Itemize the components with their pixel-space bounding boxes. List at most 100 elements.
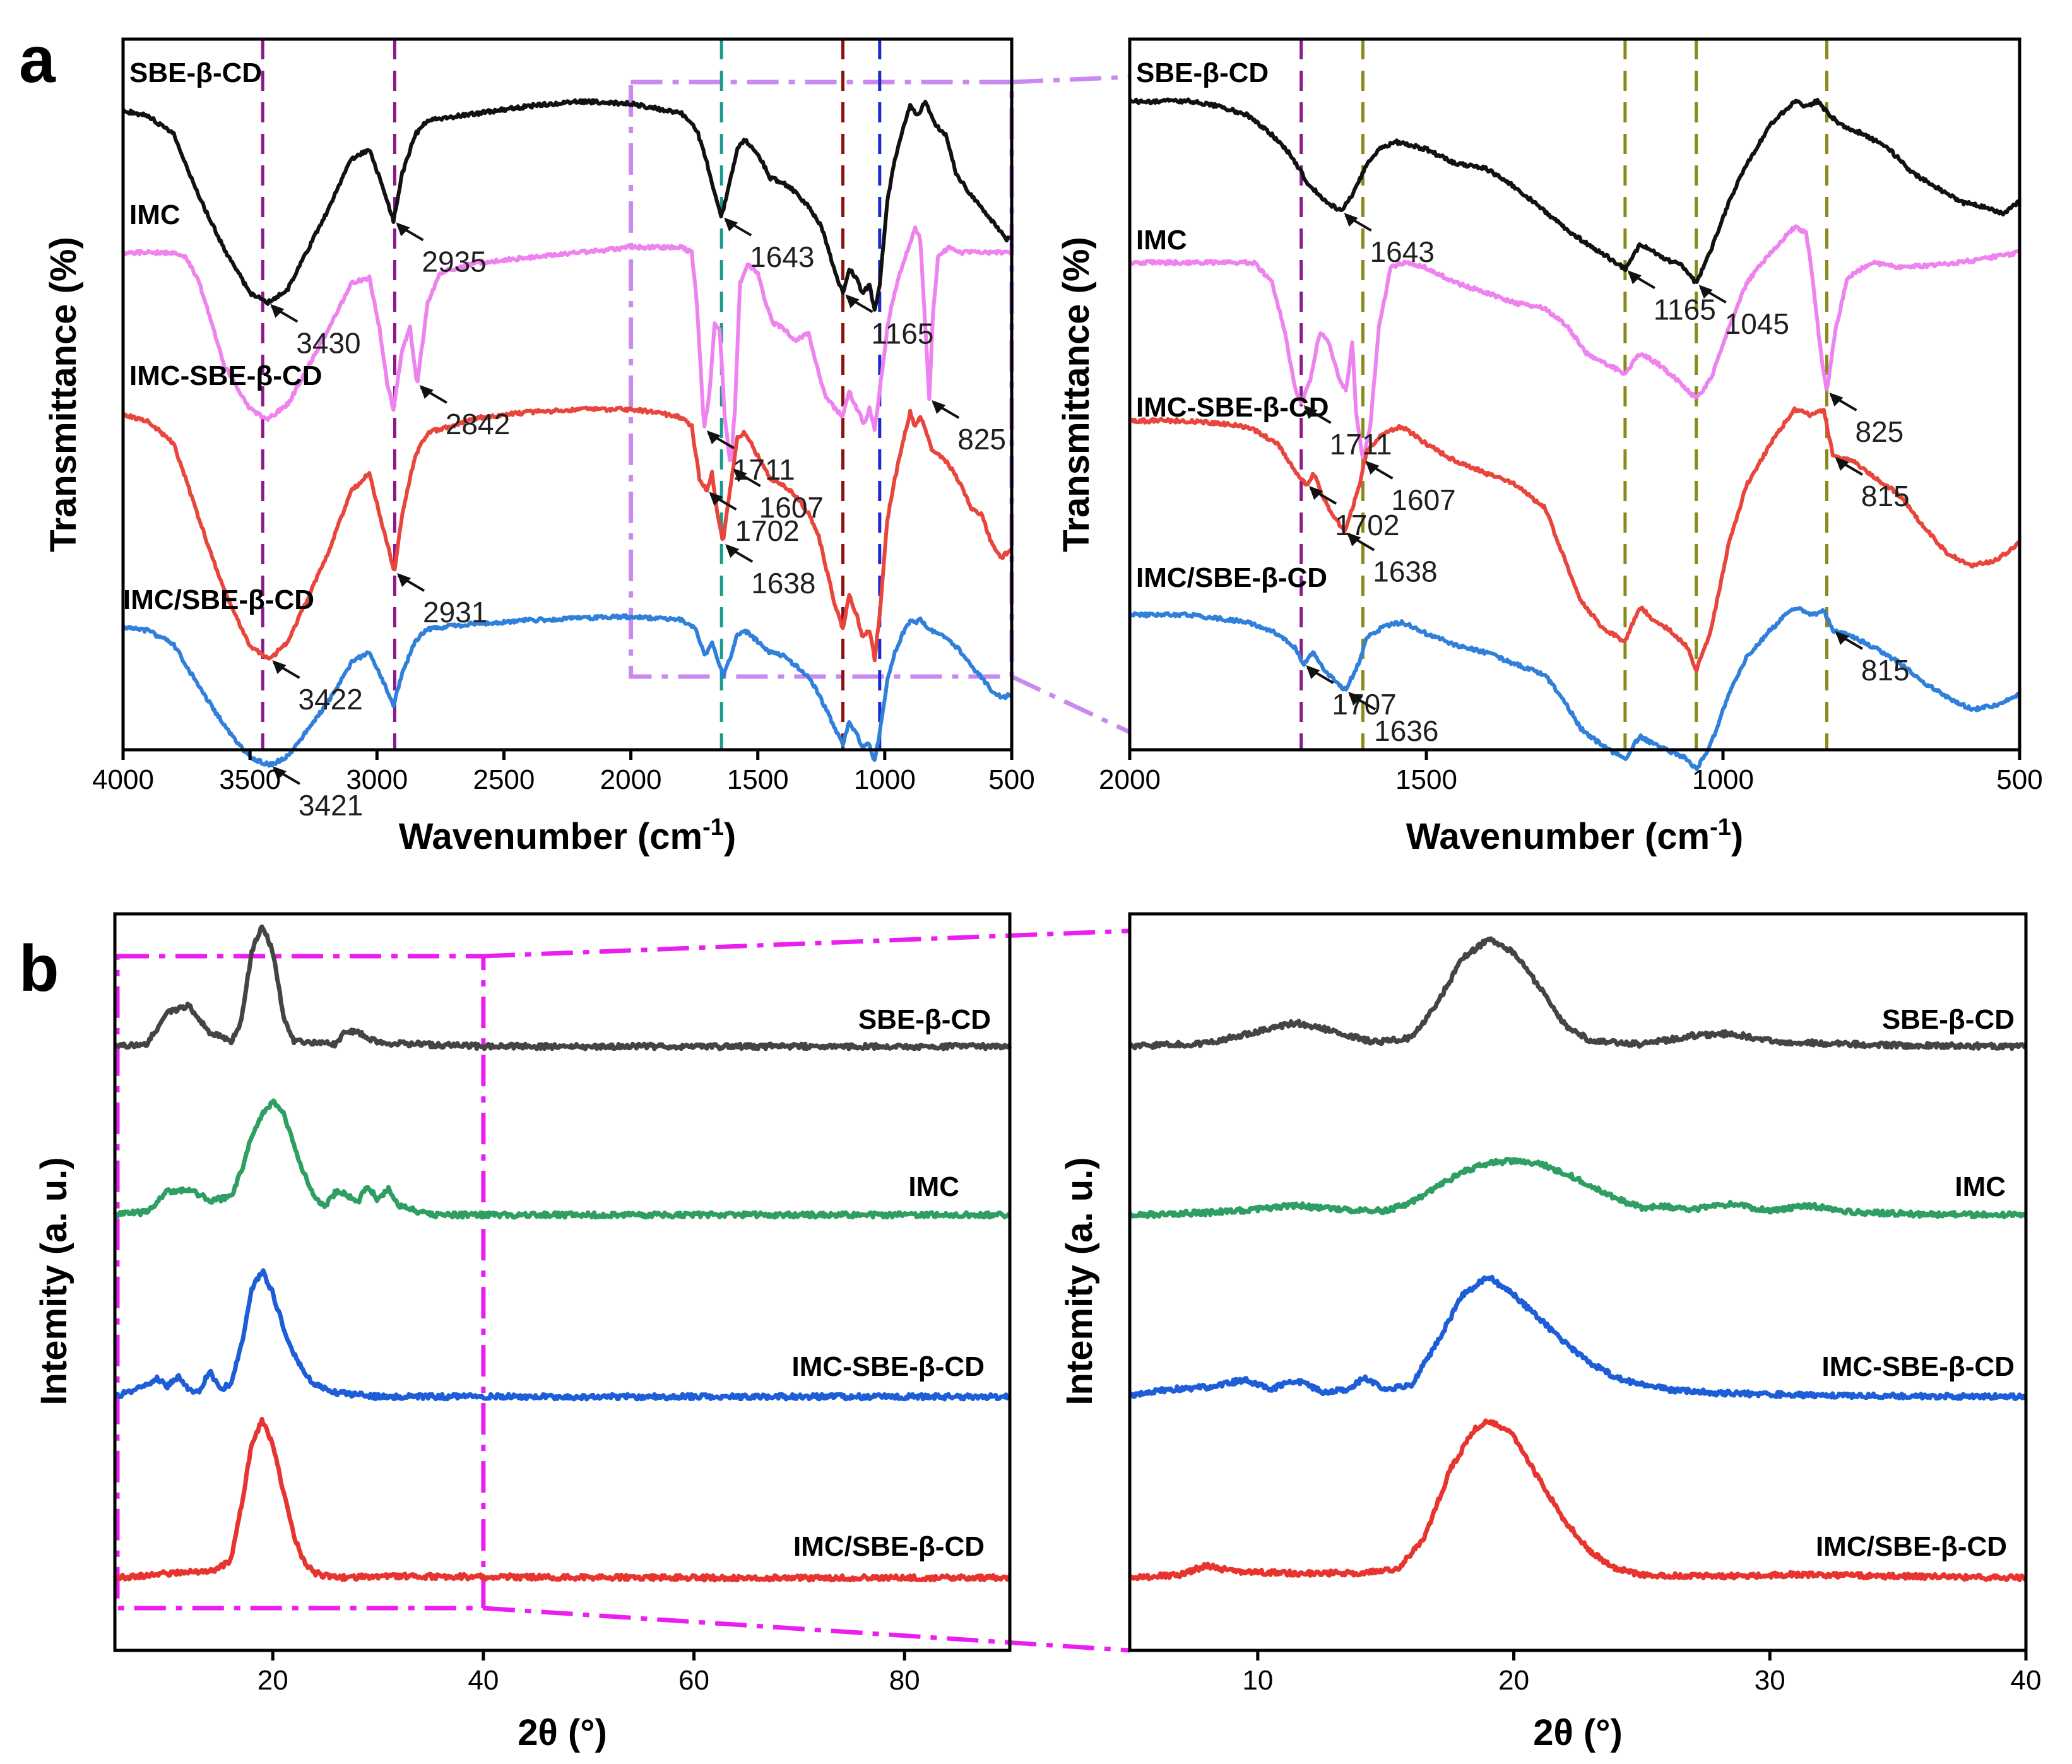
annotation-arrowhead-3 [845, 294, 860, 309]
series-curve-3 [1127, 1418, 2027, 1582]
y-axis-title: Transmittance (%) [43, 237, 84, 552]
annotation-arrowhead-8 [1835, 457, 1849, 471]
annotation-arrowhead-4 [1365, 461, 1380, 475]
x-tick-label-40: 40 [2011, 1665, 2042, 1696]
x-axis-title: 2θ (°) [518, 1712, 607, 1753]
series-label-2: IMC-SBE-β-CD [129, 360, 323, 391]
annotation-label-825: 825 [957, 423, 1006, 456]
annotation-arrowhead-11 [1835, 631, 1849, 645]
x-tick-label-500: 500 [1996, 764, 2042, 795]
annotation-label-1165: 1165 [871, 317, 933, 350]
x-tick-label-1000: 1000 [854, 764, 916, 795]
x-tick-label-500: 500 [988, 764, 1034, 795]
annotation-label-3430: 3430 [296, 327, 360, 360]
series-label-2: IMC-SBE-β-CD [792, 1351, 985, 1382]
annotation-arrowhead-2 [724, 217, 738, 232]
series-curve-3 [121, 613, 1012, 768]
annotation-label-1702: 1702 [1335, 509, 1399, 542]
plot-frame [121, 37, 1014, 752]
x-axis-title-base: Wavenumber (cm [399, 816, 702, 857]
annotation-label-1607: 1607 [759, 491, 824, 524]
annotation-label-2842: 2842 [446, 408, 510, 441]
annotation-arrowhead-7 [1347, 532, 1361, 547]
x-tick-label-4000: 4000 [92, 764, 154, 795]
x-axis-title-end: ) [1731, 816, 1743, 857]
series-label-1: IMC [1955, 1171, 2006, 1202]
x-tick-label-2000: 2000 [600, 764, 662, 795]
annotation-label-815: 815 [1861, 654, 1910, 687]
x-tick-label-2000: 2000 [1099, 764, 1161, 795]
annotation-arrowhead-4 [419, 385, 434, 399]
annotation-label-3422: 3422 [299, 683, 363, 716]
series-curve-1 [1128, 224, 2020, 460]
panel-letter-b: b [19, 932, 59, 1005]
xrd-zoom-connector-top [483, 928, 1130, 959]
annotation-arrowhead-9 [397, 573, 411, 587]
series-label-1: IMC [129, 199, 181, 230]
series-curve-1 [121, 225, 1014, 463]
zoom-connectors [115, 74, 1131, 1653]
annotation-label-1607: 1607 [1391, 483, 1455, 516]
series-label-2: IMC-SBE-β-CD [1822, 1351, 2015, 1382]
annotation-arrowhead-12 [272, 766, 287, 780]
y-axis-title: Transmittance (%) [1056, 237, 1097, 552]
annotation-arrowhead-2 [1698, 285, 1713, 299]
series-label-1: IMC [1136, 225, 1187, 256]
y-axis-title: Intemity (a. u.) [33, 1157, 74, 1405]
xrd-zoom-box [115, 954, 486, 1611]
x-tick-label-1500: 1500 [1395, 764, 1457, 795]
plot-frame [1128, 37, 2022, 752]
x-axis-title-end: ) [724, 816, 736, 857]
series-label-2: IMC-SBE-β-CD [1136, 392, 1329, 423]
annotation-arrowhead-11 [725, 544, 740, 558]
panel-letter-a: a [19, 23, 56, 97]
series-curve-2 [1128, 1274, 2028, 1401]
annotation-label-1711: 1711 [1330, 428, 1392, 461]
ftir-zoom-chart: SBE-β-CD IMC IMC-SBE-β-CD IMC/SBE-β-CD 1643 1… [1056, 37, 2043, 857]
annotation-arrowhead-10 [709, 492, 723, 506]
annotation-label-1643: 1643 [750, 240, 814, 273]
x-tick-label-1000: 1000 [1692, 764, 1754, 795]
series-label-3: IMC/SBE-β-CD [793, 1531, 985, 1562]
annotation-arrowhead-0 [1344, 213, 1358, 227]
x-axis-title-base: Wavenumber (cm [1406, 816, 1710, 857]
x-tick-label-1500: 1500 [727, 764, 789, 795]
series-label-1: IMC [908, 1171, 959, 1202]
series-curve-3 [1128, 606, 2021, 771]
xrd-full-chart: SBE-β-CD IMC IMC-SBE-β-CD IMC/SBE-β-CD 20 40 6… [33, 912, 1012, 1753]
annotation-label-1702: 1702 [735, 514, 799, 547]
annotation-arrowhead-1 [1627, 270, 1642, 285]
ftir-full-chart: SBE-β-CD IMC IMC-SBE-β-CD IMC/SBE-β-CD 3430 2… [43, 37, 1035, 857]
annotation-label-1045: 1045 [1725, 307, 1789, 340]
annotation-arrowhead-9 [1306, 665, 1320, 679]
annotation-label-815: 815 [1861, 480, 1910, 512]
annotation-arrowhead-6 [1309, 486, 1323, 500]
annotation-label-1638: 1638 [751, 567, 815, 600]
annotation-label-1636: 1636 [1374, 714, 1438, 747]
x-tick-label-3500: 3500 [219, 764, 281, 795]
series-curve-0 [1128, 97, 2020, 285]
x-tick-label-20: 20 [258, 1665, 288, 1696]
series-label-0: SBE-β-CD [129, 57, 262, 88]
annotation-arrowhead-8 [272, 660, 287, 674]
annotation-arrowhead-5 [1829, 393, 1844, 406]
x-tick-label-10: 10 [1242, 1665, 1273, 1696]
x-tick-label-80: 80 [889, 1665, 920, 1696]
x-axis-title: Wavenumber (cm-1) [1406, 814, 1743, 857]
ftir-zoom-box [629, 80, 1014, 679]
annotation-label-2931: 2931 [423, 596, 487, 629]
x-axis-title: 2θ (°) [1533, 1712, 1623, 1753]
annotation-label-1165: 1165 [1654, 293, 1716, 326]
annotation-arrowhead-1 [396, 222, 410, 237]
series-curve-1 [1127, 1156, 2028, 1219]
series-label-3: IMC/SBE-β-CD [1136, 562, 1327, 593]
ftir-zoom-connector-top [1011, 74, 1130, 85]
series-label-0: SBE-β-CD [858, 1004, 991, 1035]
annotation-label-1643: 1643 [1370, 235, 1435, 268]
annotation-label-1638: 1638 [1373, 555, 1437, 588]
annotation-label-3421: 3421 [299, 789, 363, 822]
y-axis-title: Intemity (a. u.) [1059, 1157, 1100, 1405]
x-tick-label-60: 60 [678, 1665, 709, 1696]
series-curve-0 [113, 924, 1012, 1051]
